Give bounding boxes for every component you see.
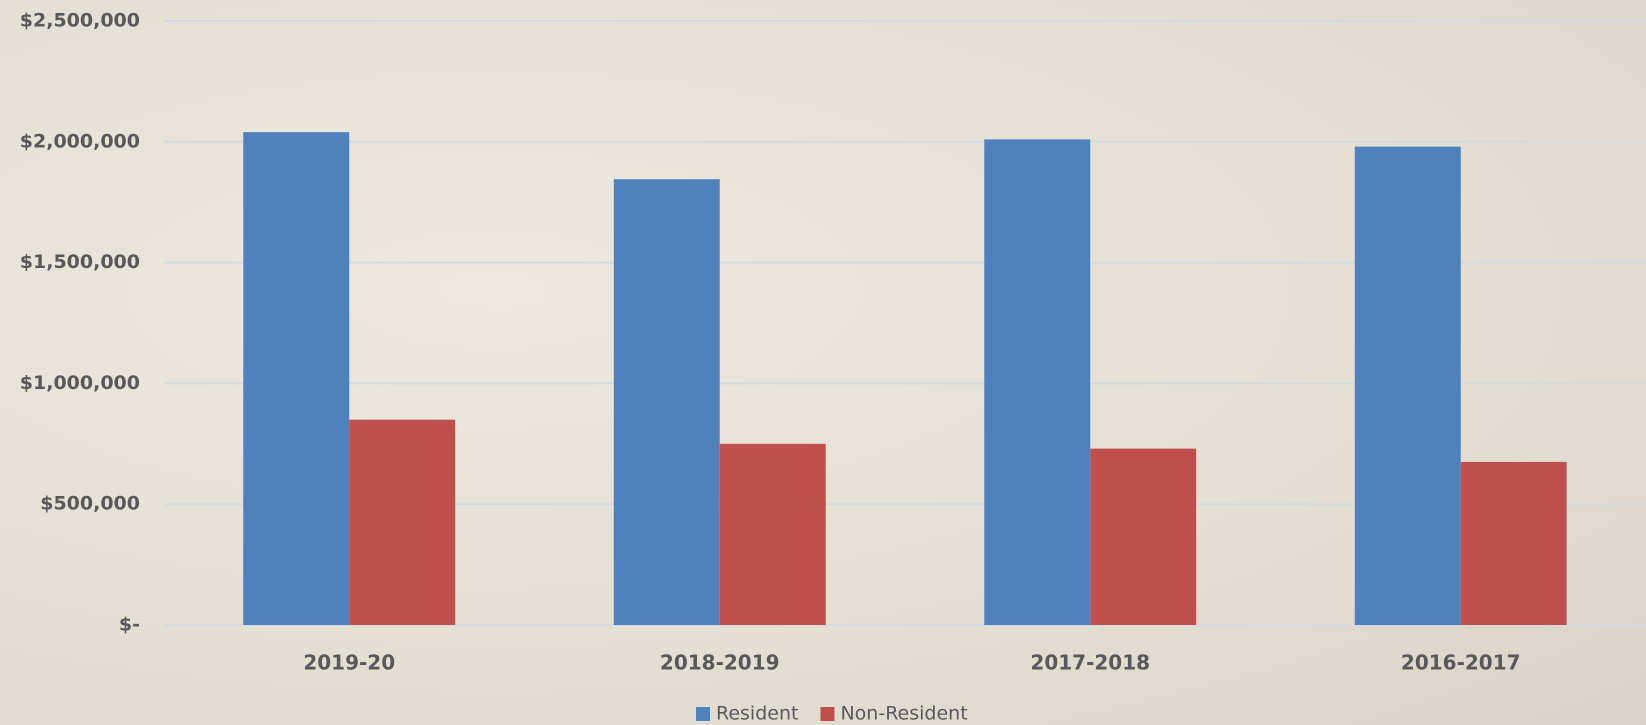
x-tick-label: 2018-2019 [660,651,780,675]
bar [1460,461,1567,625]
bar [1354,146,1461,625]
legend-swatch [696,707,710,721]
bar [984,139,1091,625]
bar [1090,448,1197,625]
bar [719,443,826,625]
legend-swatch [820,707,835,721]
bar [613,179,720,626]
x-tick-label: 2019-20 [303,651,395,675]
y-tick-label: $- [119,614,140,636]
y-tick-label: $2,000,000 [20,130,140,152]
bar [349,419,456,625]
y-tick-label: $2,500,000 [20,10,140,32]
y-tick-label: $1,000,000 [20,372,140,394]
legend-label: Resident [716,703,798,725]
legend-label: Non-Resident [840,703,967,725]
x-tick-label: 2016-2017 [1401,651,1521,675]
y-tick-label: $1,500,000 [20,251,140,273]
y-tick-label: $500,000 [40,493,140,515]
x-tick-label: 2017-2018 [1030,651,1150,675]
bar [243,132,350,626]
